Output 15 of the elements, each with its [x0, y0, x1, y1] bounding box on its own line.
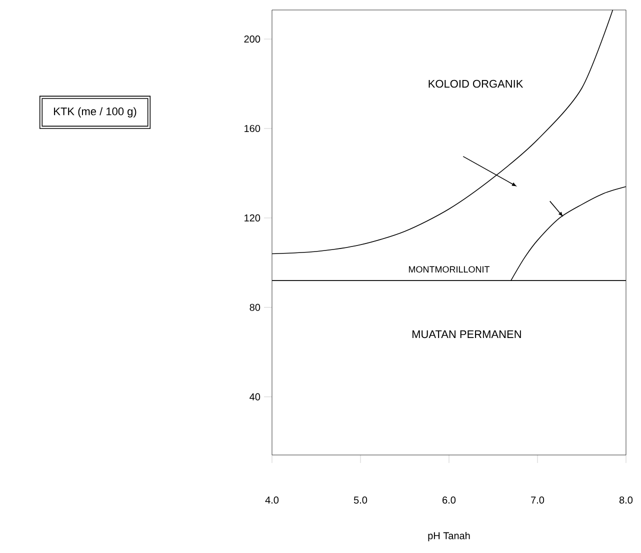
- annotation: MUATAN PERMANEN: [412, 330, 521, 338]
- x-tick-label: 4.0: [265, 496, 279, 504]
- x-tick-label: 8.0: [619, 496, 633, 504]
- annotation: MONTMORILLONIT: [408, 266, 490, 273]
- y-tick-label: 160: [244, 124, 260, 132]
- x-tick-label: 5.0: [354, 496, 368, 504]
- x-axis-title: pH Tanah: [428, 532, 470, 542]
- y-tick-label: 40: [250, 393, 260, 400]
- y-tick-label: 120: [244, 214, 260, 222]
- x-tick-label: 7.0: [531, 496, 544, 504]
- y-tick-label: 200: [244, 36, 260, 43]
- x-tick-label: 6.0: [442, 496, 456, 504]
- annotation: KOLOID ORGANIK: [428, 80, 524, 88]
- text: KTK (me / 100 g): [54, 107, 136, 118]
- y-tick-label: 80: [250, 304, 260, 311]
